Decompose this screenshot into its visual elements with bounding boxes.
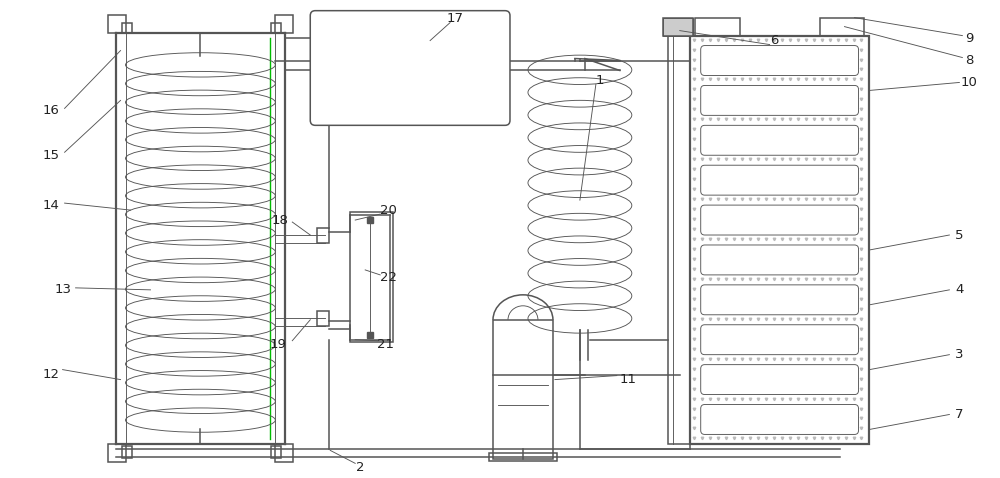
Bar <box>663 18 693 35</box>
Bar <box>122 22 132 33</box>
Text: 9: 9 <box>965 32 974 45</box>
Bar <box>317 228 329 243</box>
Bar <box>695 18 740 35</box>
Text: 14: 14 <box>42 198 59 212</box>
Bar <box>663 18 693 35</box>
Text: 20: 20 <box>380 204 397 217</box>
Text: 6: 6 <box>770 34 779 47</box>
Text: 13: 13 <box>54 283 71 296</box>
FancyBboxPatch shape <box>701 325 859 355</box>
Text: 8: 8 <box>965 54 974 67</box>
Text: 4: 4 <box>955 283 964 296</box>
Bar <box>820 18 864 35</box>
FancyBboxPatch shape <box>701 86 859 115</box>
Bar <box>350 212 393 342</box>
Text: 19: 19 <box>270 338 287 351</box>
FancyBboxPatch shape <box>701 165 859 195</box>
FancyBboxPatch shape <box>701 245 859 275</box>
Text: 5: 5 <box>955 228 964 241</box>
Text: 16: 16 <box>42 104 59 117</box>
FancyBboxPatch shape <box>701 45 859 76</box>
FancyBboxPatch shape <box>701 285 859 315</box>
Bar <box>668 35 690 445</box>
Text: 10: 10 <box>961 76 978 89</box>
Bar <box>275 15 293 33</box>
FancyBboxPatch shape <box>701 125 859 155</box>
Bar <box>493 320 553 459</box>
Text: 1: 1 <box>596 74 604 87</box>
FancyBboxPatch shape <box>310 11 510 125</box>
Bar <box>489 453 557 461</box>
FancyBboxPatch shape <box>701 404 859 435</box>
Text: 15: 15 <box>42 149 59 162</box>
Bar <box>690 35 869 445</box>
Text: 3: 3 <box>955 348 964 361</box>
Bar <box>271 446 281 458</box>
FancyBboxPatch shape <box>701 205 859 235</box>
Text: 7: 7 <box>955 408 964 421</box>
Bar <box>108 445 126 462</box>
Bar <box>122 446 132 458</box>
Text: 11: 11 <box>619 373 636 386</box>
Bar <box>271 22 281 33</box>
Bar <box>108 15 126 33</box>
Text: 21: 21 <box>377 338 394 351</box>
Text: 12: 12 <box>42 368 59 381</box>
FancyBboxPatch shape <box>701 365 859 394</box>
Text: 2: 2 <box>356 461 364 474</box>
Bar <box>317 311 329 326</box>
Text: 17: 17 <box>447 12 464 25</box>
Bar <box>275 445 293 462</box>
Text: 22: 22 <box>380 272 397 284</box>
Text: 18: 18 <box>272 214 289 227</box>
